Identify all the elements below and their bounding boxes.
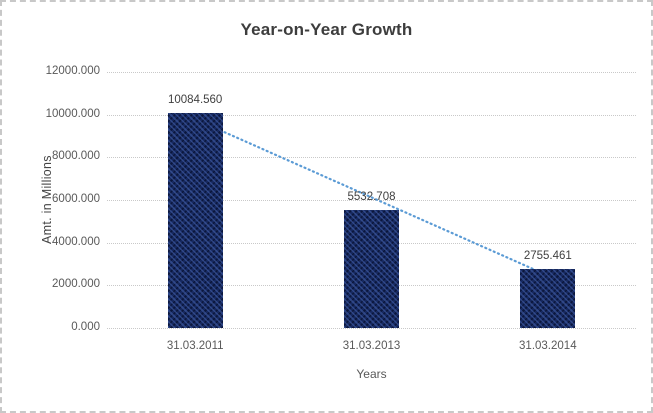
y-tick-label: 2000.000 bbox=[52, 278, 100, 291]
bar-31.03.2013 bbox=[344, 209, 399, 328]
y-tick-label: 6000.000 bbox=[52, 193, 100, 205]
gridline-12000 bbox=[107, 72, 636, 73]
trendline bbox=[194, 118, 549, 277]
bar-31.03.2011 bbox=[167, 112, 223, 328]
y-tick-label: 4000.000 bbox=[52, 235, 100, 248]
gridline-8000 bbox=[107, 157, 636, 159]
gridline-10000 bbox=[107, 114, 636, 116]
gridline-0 bbox=[107, 328, 636, 329]
y-tick-label: 12000.000 bbox=[45, 65, 100, 77]
x-axis-title: Years bbox=[356, 367, 387, 381]
y-tick-label: 8000.000 bbox=[52, 150, 100, 163]
data-label: 10084.560 bbox=[167, 93, 223, 106]
gridline-6000 bbox=[107, 200, 636, 201]
y-tick-label: 0.000 bbox=[71, 321, 100, 333]
bar-31.03.2014 bbox=[520, 269, 576, 328]
x-tick-label: 31.03.2011 bbox=[166, 340, 224, 352]
x-tick-label: 31.03.2013 bbox=[342, 340, 401, 352]
data-label: 5532.708 bbox=[347, 190, 396, 203]
chart-title: Year-on-Year Growth bbox=[240, 20, 413, 39]
x-tick-label: 31.03.2014 bbox=[519, 340, 577, 352]
data-label: 2755.461 bbox=[523, 250, 572, 263]
plot-area: 10084.560 5532.708 2755.461 bbox=[107, 72, 636, 329]
y-tick-label: 10000.000 bbox=[45, 107, 100, 120]
